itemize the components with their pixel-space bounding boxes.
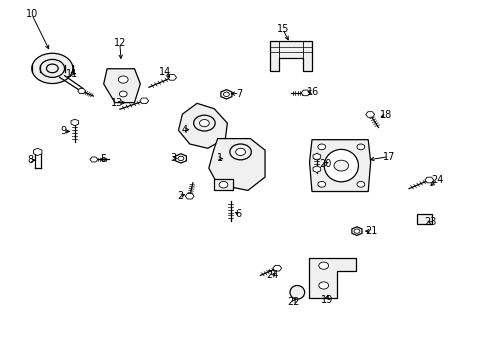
Circle shape [223,92,229,96]
Polygon shape [312,153,320,160]
Text: 9: 9 [61,126,66,136]
Polygon shape [185,193,194,199]
Polygon shape [272,265,281,271]
Polygon shape [178,103,227,148]
Text: 10: 10 [25,9,38,19]
Polygon shape [308,258,355,298]
Polygon shape [301,90,309,96]
Text: 17: 17 [382,152,394,162]
Polygon shape [78,89,85,94]
Text: 20: 20 [318,159,331,169]
Polygon shape [365,112,374,117]
Text: 23: 23 [423,217,436,228]
Text: 15: 15 [276,24,288,34]
Text: 2: 2 [177,191,183,201]
Circle shape [353,229,359,233]
Polygon shape [33,148,42,156]
Text: 4: 4 [182,125,187,135]
Circle shape [317,144,325,150]
Ellipse shape [289,285,304,299]
Polygon shape [312,166,320,172]
Circle shape [119,91,127,97]
Text: 7: 7 [236,89,242,99]
Circle shape [333,160,348,171]
Circle shape [199,120,209,127]
Text: 18: 18 [379,110,392,120]
Text: 14: 14 [159,67,171,77]
Polygon shape [140,98,148,104]
Circle shape [235,148,245,156]
Circle shape [356,144,364,150]
Text: 24: 24 [430,175,443,185]
Text: 8: 8 [28,155,34,165]
Polygon shape [269,41,311,71]
Polygon shape [309,140,370,192]
Polygon shape [175,154,186,163]
Circle shape [219,181,227,188]
Text: 22: 22 [286,297,299,307]
Polygon shape [103,69,140,103]
Text: 19: 19 [320,294,332,305]
Text: 21: 21 [365,226,377,236]
Text: 6: 6 [235,209,241,219]
Text: 5: 5 [101,154,106,165]
Text: 24: 24 [266,270,279,280]
Text: 16: 16 [306,87,319,97]
Polygon shape [213,179,233,190]
Ellipse shape [324,149,358,182]
Circle shape [46,64,58,73]
Circle shape [317,181,325,187]
Polygon shape [351,227,361,235]
Text: 3: 3 [170,153,176,163]
Polygon shape [424,177,433,183]
Polygon shape [221,90,231,99]
Polygon shape [71,119,79,126]
Circle shape [193,115,215,131]
Circle shape [32,53,73,84]
Text: 1: 1 [217,153,223,163]
Polygon shape [90,157,98,162]
Circle shape [229,144,251,160]
Text: 11: 11 [66,69,79,79]
Circle shape [40,59,64,77]
Circle shape [178,156,183,161]
Bar [416,214,431,224]
Circle shape [118,76,128,83]
Circle shape [318,262,328,269]
Text: 12: 12 [113,38,126,48]
Polygon shape [208,139,264,190]
Circle shape [356,181,364,187]
Text: 13: 13 [111,98,123,108]
Polygon shape [167,75,176,80]
Circle shape [318,282,328,289]
